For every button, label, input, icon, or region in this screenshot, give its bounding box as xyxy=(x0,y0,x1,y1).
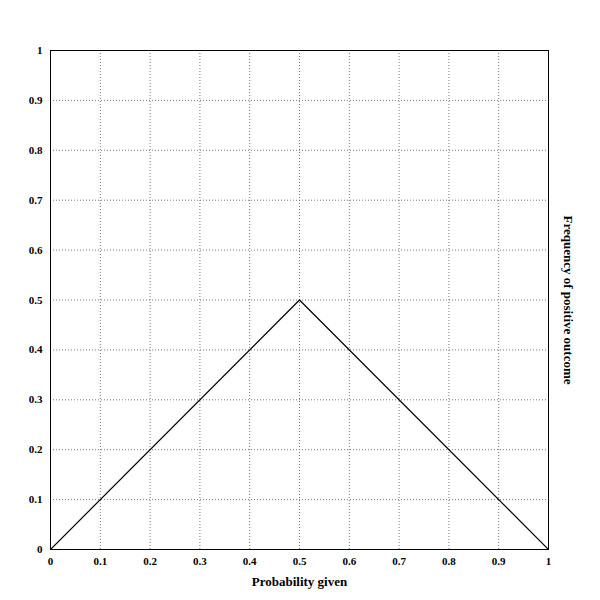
svg-text:0.8: 0.8 xyxy=(442,555,456,567)
svg-text:0.2: 0.2 xyxy=(143,555,157,567)
svg-text:0.3: 0.3 xyxy=(193,555,207,567)
svg-text:0.6: 0.6 xyxy=(342,555,356,567)
svg-text:1: 1 xyxy=(37,44,43,56)
svg-text:0.4: 0.4 xyxy=(29,343,43,355)
svg-text:0.6: 0.6 xyxy=(29,244,43,256)
svg-text:0.8: 0.8 xyxy=(29,144,43,156)
svg-text:0.2: 0.2 xyxy=(29,443,43,455)
svg-text:0.7: 0.7 xyxy=(392,555,406,567)
svg-text:0.1: 0.1 xyxy=(93,555,107,567)
svg-text:Probability given: Probability given xyxy=(252,574,348,589)
svg-text:0: 0 xyxy=(37,543,43,555)
svg-text:0.9: 0.9 xyxy=(29,94,43,106)
svg-text:0.9: 0.9 xyxy=(492,555,506,567)
svg-text:Frequency of positive outcome: Frequency of positive outcome xyxy=(561,215,576,384)
svg-text:0: 0 xyxy=(48,555,54,567)
svg-text:1: 1 xyxy=(546,555,552,567)
svg-text:0.5: 0.5 xyxy=(293,555,307,567)
svg-text:0.7: 0.7 xyxy=(29,194,43,206)
svg-text:0.5: 0.5 xyxy=(29,294,43,306)
svg-text:0.4: 0.4 xyxy=(243,555,257,567)
svg-text:0.1: 0.1 xyxy=(29,493,43,505)
svg-text:0.3: 0.3 xyxy=(29,393,43,405)
